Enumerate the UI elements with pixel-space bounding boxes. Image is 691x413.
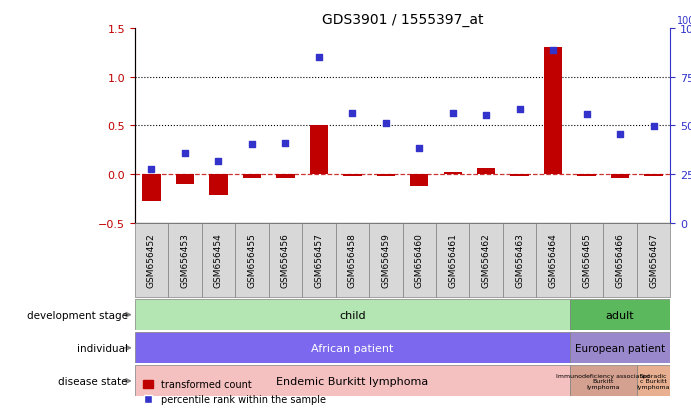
Bar [444, 173, 462, 174]
Point [614, 131, 625, 138]
Text: GSM656464: GSM656464 [549, 233, 558, 287]
FancyBboxPatch shape [336, 223, 369, 297]
Text: Endemic Burkitt lymphoma: Endemic Burkitt lymphoma [276, 376, 428, 386]
Text: European patient: European patient [575, 343, 665, 353]
Bar [578, 174, 596, 176]
Text: GSM656463: GSM656463 [515, 233, 524, 287]
Text: GSM656465: GSM656465 [582, 233, 591, 287]
Point [213, 159, 224, 165]
Point [481, 112, 492, 119]
Point [581, 111, 592, 118]
Text: GSM656452: GSM656452 [147, 233, 156, 287]
Text: 100%: 100% [677, 16, 691, 26]
Point [347, 110, 358, 116]
Bar [611, 174, 630, 178]
Text: development stage: development stage [27, 310, 128, 320]
Point [414, 145, 425, 152]
Bar [142, 174, 161, 202]
Point [447, 110, 458, 116]
FancyBboxPatch shape [436, 223, 469, 297]
Point [280, 140, 291, 147]
Text: GSM656455: GSM656455 [247, 233, 256, 287]
Point [380, 121, 391, 127]
Bar [276, 174, 294, 178]
Text: GSM656462: GSM656462 [482, 233, 491, 287]
Bar [570, 299, 670, 330]
Text: Sporadic
c Burkitt
lymphoma: Sporadic c Burkitt lymphoma [637, 373, 670, 389]
Point [146, 166, 157, 173]
Text: individual: individual [77, 343, 128, 353]
Text: adult: adult [606, 310, 634, 320]
Bar [176, 174, 194, 184]
Text: GSM656456: GSM656456 [281, 233, 290, 287]
Text: GSM656453: GSM656453 [180, 233, 189, 287]
Bar [135, 299, 570, 330]
Point [514, 106, 525, 113]
Point [313, 55, 324, 61]
Bar [477, 169, 495, 174]
Text: child: child [339, 310, 366, 320]
Text: GSM656454: GSM656454 [214, 233, 223, 287]
Text: Immunodeficiency associated
Burkitt
lymphoma: Immunodeficiency associated Burkitt lymp… [556, 373, 650, 389]
Text: GSM656459: GSM656459 [381, 233, 390, 287]
Text: GSM656467: GSM656467 [649, 233, 658, 287]
Point [648, 123, 659, 130]
Bar [544, 48, 562, 174]
Text: GSM656466: GSM656466 [616, 233, 625, 287]
FancyBboxPatch shape [570, 223, 603, 297]
FancyBboxPatch shape [503, 223, 536, 297]
FancyBboxPatch shape [536, 223, 570, 297]
FancyBboxPatch shape [168, 223, 202, 297]
FancyBboxPatch shape [302, 223, 336, 297]
Bar [343, 174, 361, 176]
Bar [644, 174, 663, 176]
FancyBboxPatch shape [369, 223, 402, 297]
Bar [243, 174, 261, 178]
Bar [511, 174, 529, 176]
Bar [135, 332, 570, 363]
FancyBboxPatch shape [603, 223, 637, 297]
FancyBboxPatch shape [402, 223, 436, 297]
Bar [135, 366, 570, 396]
Bar [209, 174, 227, 196]
Text: GSM656457: GSM656457 [314, 233, 323, 287]
FancyBboxPatch shape [135, 223, 168, 297]
Bar [570, 332, 670, 363]
Point [547, 48, 558, 55]
Point [247, 141, 258, 148]
FancyBboxPatch shape [637, 223, 670, 297]
FancyBboxPatch shape [469, 223, 503, 297]
Title: GDS3901 / 1555397_at: GDS3901 / 1555397_at [322, 12, 483, 26]
Text: GSM656461: GSM656461 [448, 233, 457, 287]
Text: GSM656460: GSM656460 [415, 233, 424, 287]
FancyBboxPatch shape [269, 223, 302, 297]
Bar [410, 174, 428, 186]
Bar [377, 174, 395, 176]
Legend: transformed count, percentile rank within the sample: transformed count, percentile rank withi… [140, 375, 330, 408]
Text: disease state: disease state [58, 376, 128, 386]
FancyBboxPatch shape [202, 223, 235, 297]
Text: African patient: African patient [311, 343, 393, 353]
Bar [637, 366, 670, 396]
Bar [570, 366, 637, 396]
Bar [310, 126, 328, 174]
FancyBboxPatch shape [235, 223, 269, 297]
Point [180, 150, 191, 157]
Text: GSM656458: GSM656458 [348, 233, 357, 287]
